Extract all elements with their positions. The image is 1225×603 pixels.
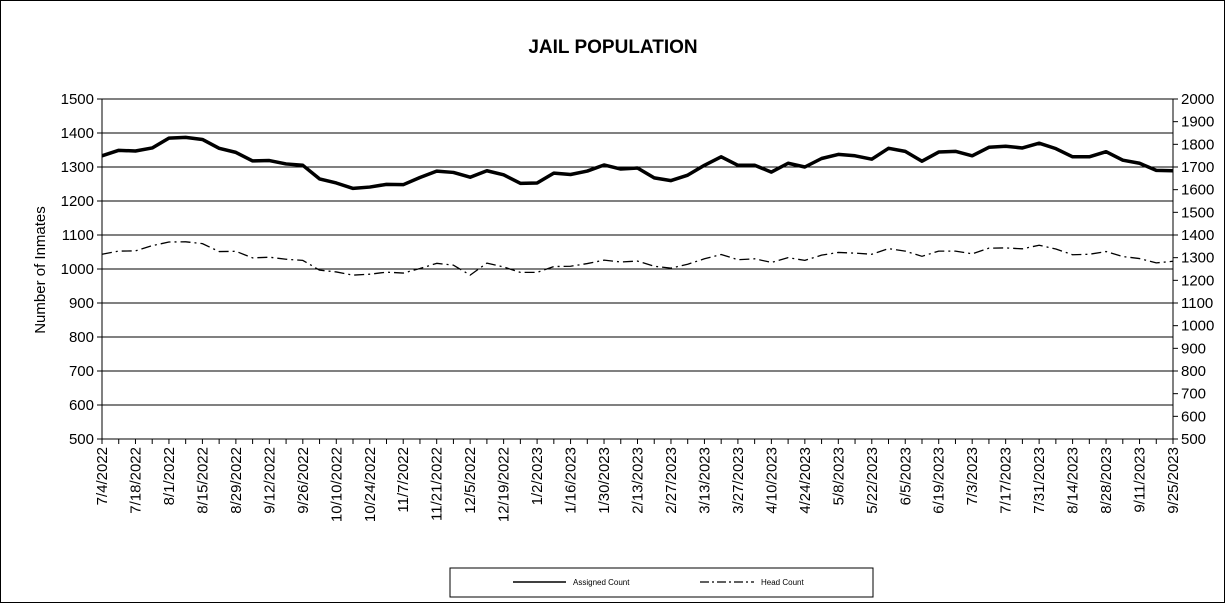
axes: 500 600 700 800 900 1000 1100 1200 1300 1400 1500 5… — [61, 91, 1215, 522]
x-tick-label: 11/7/2022 — [395, 447, 412, 513]
head-count-line — [101, 241, 1174, 276]
x-tick-label: 9/25/2023 — [1165, 447, 1182, 514]
x-tick-label: 3/27/2023 — [730, 447, 747, 514]
x-tick-label: 7/18/2022 — [127, 447, 144, 514]
x-tick-label: 9/11/2023 — [1132, 447, 1149, 513]
y-tick-label: 700 — [69, 363, 94, 380]
y-tick-label: 500 — [69, 431, 94, 448]
y2-tick-label: 600 — [1181, 408, 1206, 425]
y-tick-label: 1000 — [61, 261, 94, 278]
y-tick-label: 800 — [69, 329, 94, 346]
y-tick-label: 1400 — [61, 125, 94, 142]
y2-tick-label: 1800 — [1181, 136, 1214, 153]
x-tick-label: 8/1/2022 — [161, 447, 178, 505]
legend: Assigned Count Head Count — [449, 567, 874, 598]
x-tick-label: 7/31/2023 — [1031, 447, 1048, 514]
x-tick-label: 7/4/2022 — [94, 447, 111, 505]
y2-tick-label: 1600 — [1181, 182, 1214, 199]
gridlines — [102, 98, 1173, 440]
x-tick-label: 12/5/2022 — [462, 447, 479, 514]
x-tick-label: 10/10/2022 — [328, 447, 345, 522]
x-tick-label: 8/15/2022 — [194, 447, 211, 514]
x-tick-label: 8/29/2022 — [228, 447, 245, 514]
y2-tick-label: 1100 — [1181, 295, 1213, 312]
x-tick-label: 9/26/2022 — [295, 447, 312, 514]
y2-tick-label: 1400 — [1181, 227, 1214, 244]
y2-tick-label: 2000 — [1181, 91, 1214, 108]
y2-tick-label: 1900 — [1181, 114, 1214, 131]
x-tick-label: 9/12/2022 — [261, 447, 278, 514]
x-tick-label: 12/19/2022 — [496, 447, 513, 522]
x-tick-label: 4/10/2023 — [763, 447, 780, 514]
y2-tick-label: 500 — [1181, 431, 1206, 448]
legend-head-label: Head Count — [761, 578, 804, 587]
x-tick-label: 8/28/2023 — [1098, 447, 1115, 514]
assigned-count-line — [101, 135, 1174, 191]
x-tick-label: 6/19/2023 — [931, 447, 948, 514]
y-tick-label: 1300 — [61, 159, 94, 176]
y-tick-label: 600 — [69, 397, 94, 414]
y-tick-label: 1200 — [61, 193, 94, 210]
chart-title: JAIL POPULATION — [528, 37, 697, 58]
x-tick-label: 1/16/2023 — [563, 447, 580, 514]
y2-tick-label: 800 — [1181, 363, 1206, 380]
x-tick-label: 5/8/2023 — [830, 447, 847, 505]
x-tick-label: 2/13/2023 — [630, 447, 647, 514]
x-tick-label: 10/24/2022 — [362, 447, 379, 522]
x-tick-label: 1/2/2023 — [529, 447, 546, 505]
series-lines — [101, 135, 1174, 276]
y-tick-label: 1500 — [61, 91, 94, 108]
y-tick-label: 1100 — [62, 227, 94, 244]
y2-tick-label: 1200 — [1181, 272, 1214, 289]
x-tick-label: 4/24/2023 — [797, 447, 814, 514]
x-tick-label: 1/30/2023 — [596, 447, 613, 514]
legend-assigned-label: Assigned Count — [573, 578, 630, 587]
y2-tick-label: 1700 — [1181, 159, 1214, 176]
y2-tick-label: 1300 — [1181, 250, 1214, 267]
x-tick-label: 6/5/2023 — [897, 447, 914, 505]
x-tick-label: 7/3/2023 — [964, 447, 981, 505]
x-tick-label: 3/13/2023 — [696, 447, 713, 514]
x-tick-label: 5/22/2023 — [864, 447, 881, 514]
y2-tick-label: 1500 — [1181, 204, 1214, 221]
y2-tick-label: 900 — [1181, 340, 1206, 357]
x-tick-label: 2/27/2023 — [663, 447, 680, 514]
y2-tick-label: 700 — [1181, 386, 1206, 403]
x-tick-label: 7/17/2023 — [998, 447, 1015, 514]
x-tick-label: 8/14/2023 — [1065, 447, 1082, 514]
y-tick-label: 900 — [69, 295, 94, 312]
x-tick-label: 11/21/2022 — [429, 447, 446, 521]
y-axis-title: Number of Inmates — [32, 206, 49, 334]
y2-tick-label: 1000 — [1181, 318, 1214, 335]
